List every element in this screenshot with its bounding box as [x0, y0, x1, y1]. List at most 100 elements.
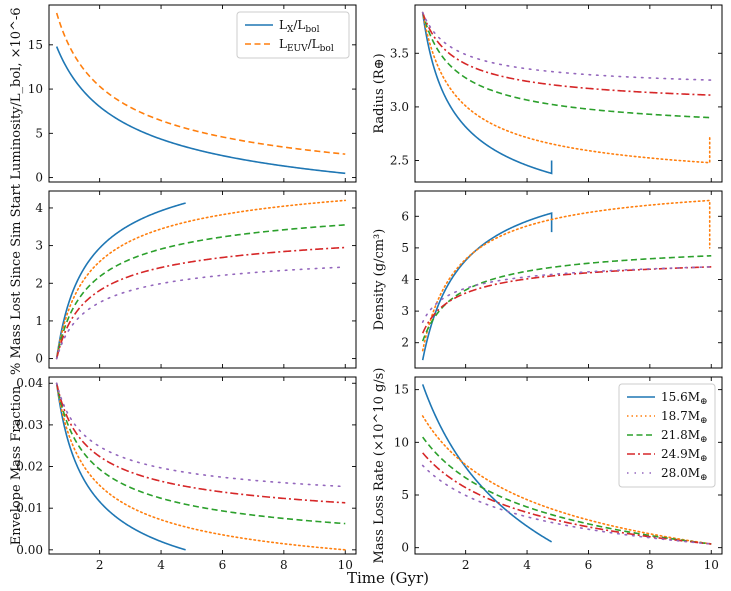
series-group: [421, 384, 713, 545]
series-line-18.7M⊕: [55, 199, 347, 360]
series-line-15.6M⊕: [421, 212, 553, 361]
y-tick-label: 15: [28, 38, 43, 52]
series-line-21.8M⊕: [421, 254, 712, 342]
axes-frame: [48, 4, 357, 183]
legend-label: LEUV/Lbol: [279, 37, 334, 54]
y-tick-label: 2.5: [390, 154, 409, 168]
axes-frame: [414, 376, 723, 555]
y-tick-label: 2: [401, 336, 409, 350]
x-tick-label: 8: [646, 558, 654, 572]
series-line-24.9M⊕: [55, 246, 346, 359]
series-line-L_X/L_bol: [55, 46, 346, 175]
x-axis-label: Time (Gyr): [347, 569, 429, 587]
y-tick-label: 1: [35, 314, 43, 328]
y-tick-label: 4: [401, 273, 409, 287]
x-tick-label: 4: [523, 558, 531, 572]
y-tick-label: 10: [394, 435, 409, 449]
y-tick-label: 4: [35, 201, 43, 215]
legend-label: 15.6M⊕: [661, 390, 708, 407]
axes-frame: [414, 4, 723, 183]
series-line-28.0M⊕: [55, 382, 347, 488]
series-line-18.7M⊕: [421, 415, 713, 545]
ticks: [415, 377, 722, 554]
series-line-28.0M⊕: [421, 11, 713, 81]
y-tick-label: 3.5: [390, 46, 409, 60]
series-group: [421, 199, 713, 361]
x-tick-label: 8: [280, 558, 288, 572]
panel-luminosity: 0 5 10 15 Luminosity/L_bol, ×10^-6 LX/Lbol LEU…: [9, 4, 357, 185]
y-tick-label: 5: [35, 126, 43, 140]
legend: LX/Lbol LEUV/Lbol: [236, 11, 350, 59]
y-tick-label: 0: [35, 352, 43, 366]
y-tick-label: 0.02: [16, 460, 43, 474]
legend-box: [236, 11, 350, 59]
x-tick-label: 4: [157, 558, 165, 572]
series-group: [55, 12, 346, 175]
series-group: [421, 11, 713, 175]
y-tick-label: 0: [401, 541, 409, 555]
legend-label: LX/Lbol: [279, 18, 320, 35]
y-tick-label: 0.04: [16, 376, 43, 390]
series-line-21.8M⊕: [422, 436, 712, 545]
series-line-15.6M⊕: [55, 202, 186, 359]
x-tick-label: 2: [462, 558, 470, 572]
y-axis-label: Density (g/cm³): [372, 229, 387, 331]
series-line-28.0M⊕: [421, 266, 713, 323]
ticks: [415, 5, 722, 182]
series-line-L_EUV/L_bol: [55, 12, 346, 155]
y-tick-label: 3: [401, 304, 409, 318]
legend-label: 18.7M⊕: [661, 409, 708, 426]
panel-density: 2 3 4 5 6 Density (g/cm³): [372, 190, 723, 369]
y-tick-label: 3: [35, 239, 43, 253]
panel-envelope: 0.00 0.01 0.02 0.03 0.04 2 4 6 8 10 Envelope Mass …: [9, 376, 357, 572]
legend-label: 28.0M⊕: [661, 466, 708, 483]
ticks: [49, 191, 356, 368]
y-tick-label: 3.0: [390, 100, 409, 114]
y-axis-label: % Mass Lost Since Sim Start: [9, 183, 24, 375]
series-line-21.8M⊕: [421, 12, 712, 119]
series-line-24.9M⊕: [55, 383, 346, 504]
series-group: [55, 382, 347, 551]
axes-frame: [414, 190, 723, 369]
y-axis-label: Envelope Mass Fraction: [9, 385, 24, 545]
series-line-18.7M⊕: [421, 11, 711, 164]
series-line-21.8M⊕: [55, 383, 346, 525]
x-tick-label: 10: [704, 558, 719, 572]
ticks: [49, 377, 356, 554]
x-tick-label: 10: [338, 558, 353, 572]
legend-box: [618, 383, 716, 488]
panel-mass_lost: 0 1 2 3 4 % Mass Lost Since Sim Start: [9, 183, 357, 375]
y-axis-label: Luminosity/L_bol, ×10^-6: [9, 7, 24, 179]
x-tick-label: 2: [96, 558, 104, 572]
y-tick-label: 0.03: [16, 418, 43, 432]
y-tick-label: 0.01: [16, 501, 43, 515]
y-tick-label: 6: [401, 209, 409, 223]
series-line-28.0M⊕: [421, 464, 713, 545]
series-line-18.7M⊕: [55, 382, 347, 551]
axes-frame: [48, 190, 357, 369]
y-axis-label: Mass Loss Rate (×10^10 g/s): [372, 368, 387, 564]
series-line-15.6M⊕: [55, 383, 186, 551]
series-line-28.0M⊕: [55, 266, 347, 360]
x-tick-label: 6: [585, 558, 593, 572]
series-line-15.6M⊕: [421, 12, 553, 175]
legend: 15.6M⊕ 18.7M⊕ 21.8M⊕ 24.9M⊕ 28.0M⊕: [618, 383, 716, 488]
series-line-15.6M⊕: [421, 384, 553, 543]
y-tick-label: 0.00: [16, 543, 43, 557]
y-tick-label: 5: [401, 488, 409, 502]
legend-label: 21.8M⊕: [661, 428, 708, 445]
y-axis-label: Radius (R⊕): [372, 53, 387, 133]
y-tick-label: 5: [401, 241, 409, 255]
series-line-24.9M⊕: [421, 266, 712, 334]
series-line-21.8M⊕: [55, 224, 346, 359]
series-line-24.9M⊕: [421, 12, 712, 96]
ticks: [415, 191, 722, 368]
axes-frame: [48, 376, 357, 555]
x-tick-label: 6: [219, 558, 227, 572]
series-group: [55, 199, 347, 360]
ticks: [49, 5, 356, 182]
y-tick-label: 0: [35, 171, 43, 185]
y-tick-label: 15: [394, 383, 409, 397]
